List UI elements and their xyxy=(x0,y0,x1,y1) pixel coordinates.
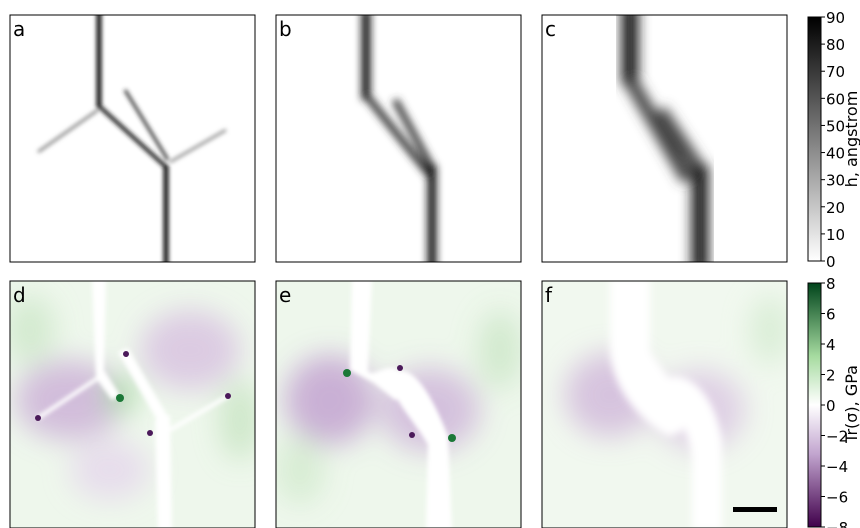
colorbar-height-label: h, angstrom xyxy=(842,91,860,188)
colorbar-tick-label: 50 xyxy=(826,117,845,135)
colorbar-tick-label: 60 xyxy=(826,90,845,108)
colorbar-height: 0 10 20 30 40 50 60 70 80 90 h, angstrom xyxy=(807,9,860,271)
colorbar-stress-ticks: −8 −6 −4 −2 0 2 4 6 8 xyxy=(821,275,848,528)
colorbar-tick-label: −4 xyxy=(826,458,848,476)
colorbar-tick-label: −8 xyxy=(826,519,848,528)
colorbar-tick-label: 0 xyxy=(826,397,836,415)
panel-c: c xyxy=(541,14,788,263)
scale-bar xyxy=(733,507,777,512)
panel-label-d: d xyxy=(13,283,26,307)
colorbar-tick-label: 10 xyxy=(826,226,845,244)
colorbar-tick-label: 8 xyxy=(826,275,836,293)
ridge-upper-kink xyxy=(97,104,168,169)
colorbar-tick-label: 20 xyxy=(826,199,845,217)
branch-right xyxy=(169,128,227,164)
colorbar-tick-label: 4 xyxy=(826,336,836,354)
panel-f: f xyxy=(541,280,788,528)
colorbar-tick-label: 30 xyxy=(826,172,845,190)
colorbar-stress: −8 −6 −4 −2 0 2 4 6 8 Tr(σ), GPa xyxy=(807,275,860,528)
panel-d: d xyxy=(9,280,256,528)
panel-label-c: c xyxy=(545,17,556,41)
colorbar-height-ticks: 0 10 20 30 40 50 60 70 80 90 xyxy=(821,9,845,271)
panel-label-a: a xyxy=(13,17,25,41)
panel-label-e: e xyxy=(279,283,291,307)
panel-b: b xyxy=(275,14,522,263)
colorbar-tick-label: −6 xyxy=(826,489,848,507)
colorbar-stress-label: Tr(σ), GPa xyxy=(842,365,860,444)
colorbar-tick-label: 90 xyxy=(826,9,845,27)
colorbar-tick-label: 6 xyxy=(826,306,836,324)
colorbar-tick-label: 2 xyxy=(826,367,836,385)
branch-left xyxy=(37,108,99,154)
colorbar-tick-label: 0 xyxy=(826,253,836,271)
panel-e: e xyxy=(275,280,522,528)
panel-label-b: b xyxy=(279,17,292,41)
panel-a: a xyxy=(9,14,256,263)
panel-label-f: f xyxy=(545,283,553,307)
ridge-lower-kink xyxy=(123,89,170,161)
colorbar-tick-label: 70 xyxy=(826,63,845,81)
colorbar-tick-label: −2 xyxy=(826,428,848,446)
colorbar-tick-label: 80 xyxy=(826,36,845,54)
colorbar-tick-label: 40 xyxy=(826,145,845,163)
